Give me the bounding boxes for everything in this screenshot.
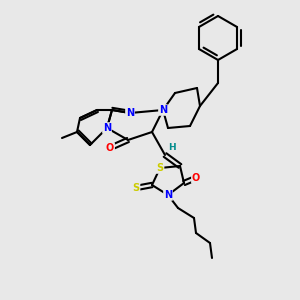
Text: S: S: [156, 163, 164, 173]
Text: N: N: [126, 108, 134, 118]
Text: S: S: [132, 183, 140, 193]
Text: H: H: [168, 142, 176, 152]
Text: N: N: [159, 105, 167, 115]
Text: N: N: [103, 123, 111, 133]
Text: O: O: [106, 143, 114, 153]
Text: O: O: [192, 173, 200, 183]
Text: N: N: [164, 190, 172, 200]
